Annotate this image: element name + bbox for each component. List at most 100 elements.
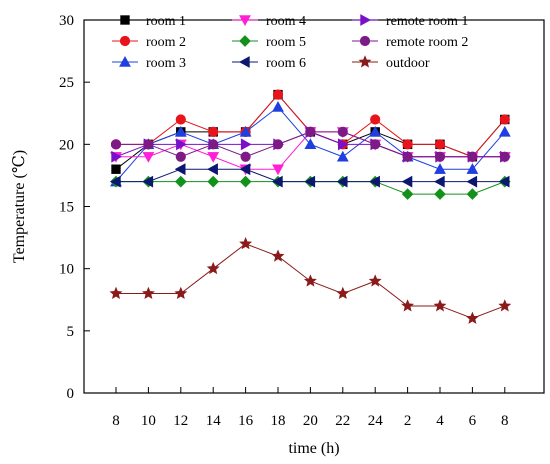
y-tick-label: 30 — [59, 13, 74, 29]
data-point — [208, 126, 219, 137]
y-tick-label: 20 — [59, 137, 74, 153]
data-point — [176, 138, 187, 151]
data-point — [304, 175, 316, 188]
data-point — [467, 151, 478, 162]
data-point — [338, 138, 349, 151]
data-point — [498, 125, 511, 137]
legend-item: room 1 — [112, 14, 186, 29]
data-point — [110, 139, 122, 150]
plot-frame — [83, 19, 545, 394]
data-point — [401, 188, 414, 200]
y-tick-label: 25 — [59, 75, 74, 91]
data-point — [143, 139, 154, 150]
y-axis-title: Temperature (℃) — [11, 150, 28, 263]
legend-label: room 1 — [146, 14, 186, 29]
data-point — [337, 126, 348, 137]
x-tick-label: 24 — [368, 413, 384, 429]
x-tick-label: 16 — [238, 413, 254, 429]
data-point — [304, 138, 317, 150]
x-axis-title: time (h) — [288, 440, 339, 457]
legend-item: room 3 — [112, 55, 186, 71]
legend-item: room 2 — [112, 35, 186, 50]
data-point — [111, 164, 121, 174]
legend-marker — [119, 55, 131, 67]
data-point — [142, 152, 155, 163]
legend-label: remote room 1 — [386, 14, 468, 29]
legend-marker — [239, 15, 251, 27]
series-room-6 — [109, 163, 510, 188]
legend-marker — [239, 35, 251, 47]
series-remote-room-2 — [110, 126, 510, 162]
data-point — [207, 175, 220, 188]
x-tick-label: 22 — [335, 413, 350, 429]
data-point — [434, 188, 446, 200]
legend-marker — [120, 15, 130, 25]
series-layer — [109, 89, 512, 324]
x-tick-label: 12 — [173, 413, 188, 429]
legend-marker — [358, 55, 372, 68]
x-tick-label: 4 — [436, 413, 444, 429]
data-point — [499, 151, 510, 162]
legend-label: outdoor — [386, 56, 430, 71]
legend-marker — [238, 56, 250, 68]
legend-marker — [359, 35, 371, 47]
y-tick-label: 5 — [67, 324, 75, 340]
legend-label: remote room 2 — [386, 35, 468, 50]
data-point — [401, 299, 415, 312]
data-point — [109, 286, 123, 300]
data-point — [239, 163, 251, 176]
data-point — [142, 175, 154, 188]
series-outdoor — [109, 237, 512, 324]
legend-item: room 5 — [232, 35, 306, 50]
data-point — [402, 139, 413, 150]
data-point — [206, 261, 220, 275]
data-point — [303, 274, 317, 287]
data-point — [336, 150, 349, 162]
data-point — [240, 138, 252, 151]
legend-marker — [360, 14, 372, 26]
legend-item: outdoor — [352, 55, 430, 71]
data-point — [499, 114, 510, 125]
data-point — [239, 125, 252, 137]
data-point — [434, 139, 446, 150]
data-point — [336, 286, 350, 300]
x-tick-label: 6 — [469, 413, 477, 429]
legend-label: room 5 — [266, 35, 306, 50]
data-point — [174, 286, 188, 300]
legend-item: room 6 — [232, 56, 306, 71]
data-point — [434, 163, 446, 174]
data-point — [498, 175, 510, 188]
legend-label: room 3 — [146, 56, 186, 71]
y-tick-label: 0 — [67, 386, 75, 402]
x-tick-label: 20 — [303, 413, 318, 429]
data-point — [272, 139, 284, 150]
data-point — [466, 175, 478, 188]
x-tick-label: 18 — [271, 413, 286, 429]
series-room-2 — [110, 89, 510, 162]
data-point — [175, 114, 186, 125]
data-point — [402, 151, 413, 162]
data-point — [141, 286, 155, 300]
data-point — [109, 175, 121, 188]
y-tick-label: 15 — [59, 200, 74, 216]
data-point — [433, 175, 445, 188]
data-point — [272, 101, 284, 112]
data-point — [370, 139, 381, 150]
x-tick-label: 8 — [501, 413, 509, 429]
data-point — [336, 175, 348, 188]
data-point — [272, 164, 284, 176]
data-point — [175, 151, 186, 162]
data-point — [433, 299, 447, 312]
data-point — [401, 175, 413, 188]
data-point — [239, 237, 253, 250]
data-point — [369, 125, 382, 137]
data-point — [368, 274, 382, 287]
data-point — [498, 299, 512, 312]
data-point — [434, 151, 446, 162]
x-tick-label: 14 — [206, 413, 222, 429]
data-point — [174, 125, 187, 137]
data-point — [239, 175, 252, 188]
x-tick-label: 8 — [112, 413, 120, 429]
